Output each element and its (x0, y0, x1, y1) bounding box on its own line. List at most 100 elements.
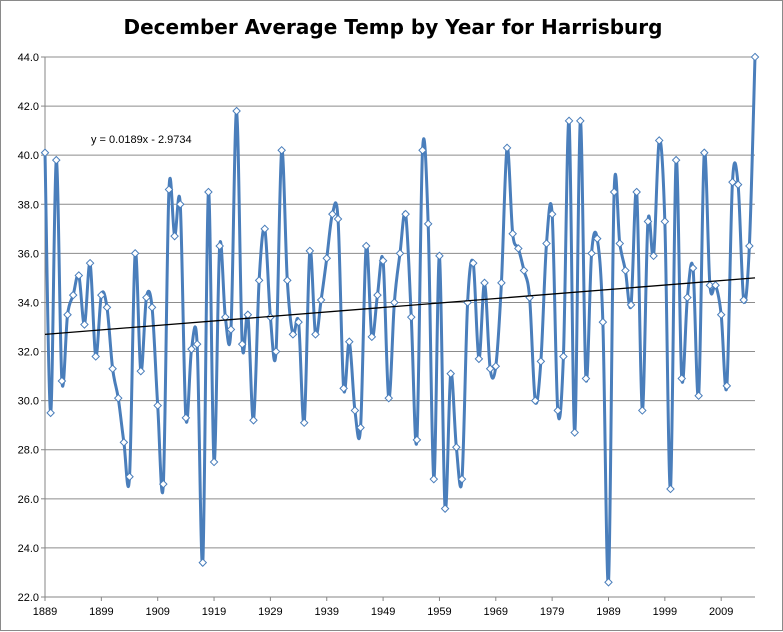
data-point-marker (519, 266, 529, 275)
y-tick-label: 42.0 (18, 101, 39, 113)
data-point-marker (705, 280, 715, 290)
data-point-marker (328, 209, 337, 219)
data-point-marker (395, 249, 405, 258)
data-point-marker (344, 337, 354, 347)
data-point-marker (485, 364, 495, 374)
data-point-marker (204, 187, 213, 197)
data-point-marker (547, 209, 557, 219)
data-point-marker (97, 290, 106, 300)
y-tick-label: 24.0 (18, 543, 39, 555)
data-point-marker (249, 415, 258, 425)
data-point-marker (271, 347, 281, 356)
chart-title: December Average Temp by Year for Harris… (124, 15, 663, 39)
data-point-marker (299, 418, 309, 428)
data-point-marker (350, 406, 360, 415)
data-point-marker (215, 241, 224, 251)
data-point-marker (119, 438, 129, 447)
data-point-marker (316, 295, 326, 305)
data-point-marker (508, 229, 518, 239)
y-tick-label: 28.0 (18, 445, 39, 457)
data-point-marker (130, 249, 140, 258)
data-point-marker (356, 423, 365, 432)
data-point-marker (502, 143, 512, 153)
y-tick-label: 22.0 (18, 592, 39, 604)
data-point-marker (446, 369, 456, 378)
data-point-marker (237, 339, 247, 349)
data-point-marker (373, 290, 382, 300)
data-point-marker (226, 325, 236, 334)
data-point-marker (615, 239, 625, 248)
data-point-marker (46, 408, 55, 418)
data-point-marker (282, 276, 292, 285)
data-point-marker (209, 457, 219, 467)
data-point-marker (164, 185, 174, 194)
data-point-marker (660, 217, 670, 226)
data-point-marker (598, 317, 608, 327)
data-point-marker (198, 558, 208, 567)
data-point-marker (564, 116, 574, 126)
y-tick-label: 26.0 (18, 494, 39, 506)
y-tick-label: 36.0 (18, 248, 39, 260)
x-tick-label: 1999 (653, 606, 677, 618)
data-point-marker (412, 435, 422, 445)
data-point-marker (322, 253, 332, 263)
data-point-marker (559, 352, 568, 361)
data-point-marker (187, 344, 196, 354)
data-point-marker (333, 214, 343, 224)
data-point-marker (671, 155, 681, 165)
y-tick-label: 32.0 (18, 347, 39, 359)
data-point-marker (536, 357, 546, 366)
data-point-marker (113, 393, 123, 403)
axis-layer: 22.0 24.0 26.0 28.0 30.0 32.0 34.0 36.0 38.0 40.0… (18, 52, 755, 618)
data-point-marker (147, 303, 157, 312)
trend-layer (44, 277, 756, 336)
data-point-marker (232, 106, 241, 116)
data-point-marker (474, 354, 484, 364)
data-point-marker (576, 116, 585, 126)
data-point-marker (288, 330, 298, 339)
data-point-marker (688, 263, 698, 273)
x-tick-label: 1979 (540, 606, 564, 618)
data-point-marker (277, 145, 286, 155)
data-point-marker (750, 52, 760, 62)
data-point-marker (677, 374, 687, 383)
data-point-marker (694, 391, 703, 401)
data-point-marker (514, 244, 523, 253)
data-point-marker (57, 376, 67, 386)
data-point-marker (125, 472, 134, 482)
data-point-marker (254, 276, 264, 285)
x-tick-label: 1889 (33, 606, 57, 618)
data-point-marker (221, 312, 230, 322)
data-point-marker (192, 339, 202, 349)
data-point-marker (581, 374, 591, 383)
data-point-marker (452, 442, 461, 452)
data-point-marker (621, 266, 630, 275)
x-tick-label: 1949 (371, 606, 395, 618)
data-point-marker (468, 258, 478, 268)
data-point-marker (170, 231, 179, 241)
series-line (43, 55, 757, 586)
data-point-marker (390, 298, 399, 307)
data-point-marker (102, 303, 112, 312)
data-point-marker (491, 361, 501, 371)
data-point-marker (429, 474, 439, 484)
data-point-marker (643, 217, 653, 226)
data-point-marker (142, 293, 151, 302)
y-tick-label: 40.0 (18, 150, 39, 162)
data-point-marker (85, 258, 95, 268)
data-point-marker (530, 396, 540, 405)
data-point-marker (609, 187, 619, 197)
data-point-marker (136, 366, 146, 376)
x-tick-label: 2009 (709, 606, 733, 618)
x-tick-label: 1969 (484, 606, 508, 618)
x-tick-label: 1929 (258, 606, 282, 618)
data-point-marker (294, 317, 303, 327)
data-point-marker (626, 300, 636, 310)
y-tick-label: 38.0 (18, 199, 39, 211)
data-point-marker (745, 241, 754, 251)
y-tick-label: 30.0 (18, 396, 39, 408)
data-point-marker (91, 352, 101, 361)
data-point-marker (423, 219, 433, 229)
data-point-marker (175, 199, 185, 209)
data-point-marker (711, 280, 720, 290)
